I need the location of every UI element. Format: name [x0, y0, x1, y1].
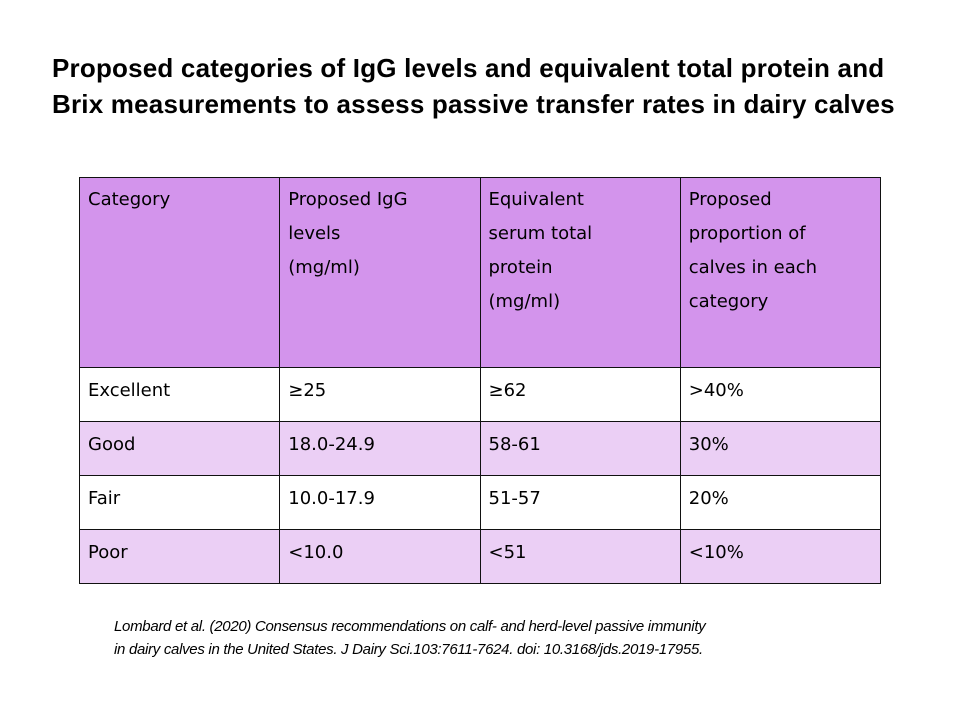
- cell-igg-level: ≥25: [279, 367, 481, 422]
- cell-total-protein: 51-57: [479, 475, 681, 530]
- cell-total-protein: <51: [479, 529, 681, 584]
- cell-proportion: 20%: [679, 475, 882, 530]
- header-line: levels: [288, 223, 341, 244]
- header-line: serum total: [488, 223, 593, 244]
- cell-total-protein: ≥62: [479, 367, 681, 422]
- header-line: proportion of: [688, 223, 806, 244]
- table-row-poor: Poor <10.0 <51 <10%: [78, 529, 882, 584]
- header-row: Category Proposed IgG levels (mg/ml) Equ…: [78, 177, 882, 368]
- cell-igg-level: 18.0-24.9: [279, 421, 481, 476]
- cell-igg-level: <10.0: [279, 529, 481, 584]
- citation-line: Lombard et al. (2020) Consensus recommen…: [114, 618, 706, 635]
- cell-category: Poor: [78, 529, 281, 584]
- header-cell-proportion: Proposed proportion of calves in each ca…: [679, 177, 882, 368]
- cell-category: Good: [78, 421, 281, 476]
- citation-line: in dairy calves in the United States. J …: [114, 641, 703, 658]
- header-line: Proposed IgG: [288, 189, 408, 210]
- cell-proportion: 30%: [679, 421, 882, 476]
- header-line: category: [688, 291, 769, 312]
- header-line: (mg/ml): [488, 291, 561, 312]
- slide-title: Proposed categories of IgG levels and eq…: [52, 53, 895, 119]
- table-body: Excellent ≥25 ≥62 >40% Good 18.0-24.9 58…: [78, 367, 882, 584]
- table-row-good: Good 18.0-24.9 58-61 30%: [78, 421, 882, 476]
- header-line: calves in each: [688, 257, 818, 278]
- cell-total-protein: 58-61: [479, 421, 681, 476]
- cell-proportion: <10%: [679, 529, 882, 584]
- table-row-excellent: Excellent ≥25 ≥62 >40%: [78, 367, 882, 422]
- table-header: Category Proposed IgG levels (mg/ml) Equ…: [78, 177, 882, 368]
- cell-category: Fair: [78, 475, 281, 530]
- cell-proportion: >40%: [679, 367, 882, 422]
- header-cell-total-protein: Equivalent serum total protein (mg/ml): [479, 177, 681, 368]
- header-cell-category: Category: [78, 177, 281, 368]
- header-line: Proposed: [688, 189, 772, 210]
- header-line: Category: [88, 189, 171, 210]
- cell-igg-level: 10.0-17.9: [279, 475, 481, 530]
- header-cell-igg-levels: Proposed IgG levels (mg/ml): [279, 177, 481, 368]
- table-row-fair: Fair 10.0-17.9 51-57 20%: [78, 475, 882, 530]
- igg-category-table: Category Proposed IgG levels (mg/ml) Equ…: [78, 177, 882, 584]
- citation: Lombard et al. (2020) Consensus recommen…: [114, 615, 914, 661]
- header-line: (mg/ml): [288, 257, 360, 278]
- header-line: protein: [488, 257, 553, 278]
- header-line: Equivalent: [488, 189, 584, 210]
- cell-category: Excellent: [78, 367, 281, 422]
